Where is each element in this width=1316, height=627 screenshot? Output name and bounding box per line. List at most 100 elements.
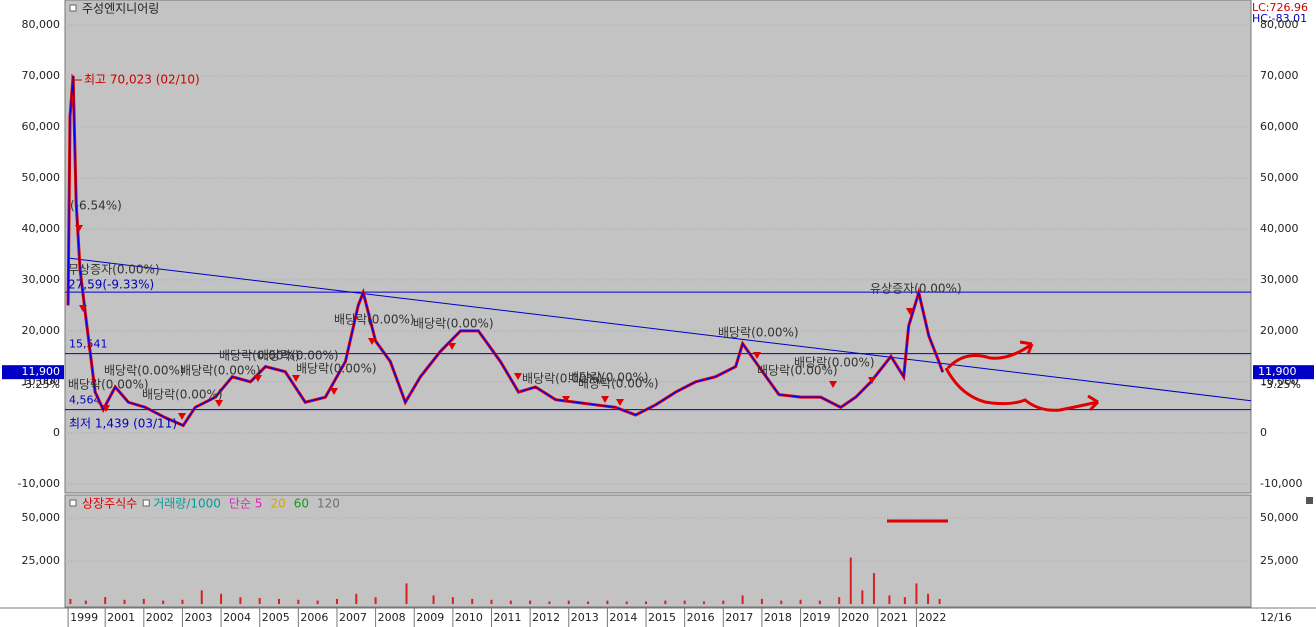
y2-tick-label: 0 bbox=[1260, 426, 1267, 439]
x-tick-label: 2004 bbox=[223, 611, 251, 624]
annotation: 배당락(0.00%) bbox=[757, 364, 838, 378]
annotation: 최저 1,439 (03/11) bbox=[69, 417, 177, 431]
dividend-marker bbox=[448, 343, 456, 350]
dividend-marker bbox=[753, 352, 761, 359]
volume-bar bbox=[123, 599, 126, 605]
annotation: 배당락(0.00%) bbox=[794, 356, 875, 370]
volume-bar bbox=[861, 590, 864, 605]
volume-panel bbox=[64, 494, 1252, 608]
annotation: 배당락(0.00%) bbox=[568, 371, 649, 385]
x-tick-label: 2013 bbox=[571, 611, 599, 624]
annotation: 배당락(0.00%) bbox=[522, 372, 603, 386]
volume-bar bbox=[200, 590, 203, 605]
volume-bar bbox=[645, 601, 648, 605]
volume-bar bbox=[838, 597, 841, 605]
x-tick-label: 2003 bbox=[184, 611, 212, 624]
volume-bar bbox=[548, 601, 551, 605]
dividend-marker bbox=[906, 308, 914, 315]
volume-bar bbox=[799, 599, 802, 605]
x-tick-label: 2014 bbox=[609, 611, 637, 624]
volume-bar bbox=[872, 573, 875, 605]
volume-bar bbox=[780, 600, 783, 605]
panel-close[interactable] bbox=[1306, 497, 1313, 504]
x-tick-label: 2012 bbox=[532, 611, 560, 624]
volume-bar bbox=[625, 601, 628, 605]
y2-tick-label: 25,000 bbox=[1260, 554, 1299, 567]
volume-bar bbox=[938, 598, 941, 605]
volume-bar bbox=[181, 599, 184, 605]
x-tick-label: 2001 bbox=[107, 611, 135, 624]
hand-arrow-up bbox=[946, 340, 1034, 370]
dividend-marker bbox=[254, 375, 262, 382]
panel-icon bbox=[69, 4, 77, 12]
volume-bar bbox=[239, 597, 242, 605]
annotation: 배당락(0.00%) bbox=[718, 326, 799, 340]
annotation: 배당락(0.00%) bbox=[68, 378, 149, 392]
x-tick-label: 2016 bbox=[687, 611, 715, 624]
y-tick-label: -10,000 bbox=[18, 477, 60, 490]
x-tick-label: 2005 bbox=[262, 611, 290, 624]
volume-bar bbox=[258, 598, 261, 605]
last-price-box bbox=[2, 365, 64, 380]
price-panel bbox=[64, 0, 1252, 494]
y-tick-label: 30,000 bbox=[22, 273, 61, 286]
volume-bar bbox=[915, 583, 918, 605]
legend-entry: 20 bbox=[270, 497, 285, 511]
volume-bar bbox=[849, 557, 852, 605]
x-tick-label: 2021 bbox=[880, 611, 908, 624]
volume-bar bbox=[587, 601, 590, 605]
annotation: 배당락(0.00%) bbox=[334, 313, 415, 327]
y-tick-label: 0 bbox=[53, 426, 60, 439]
x-tick-label: 2002 bbox=[146, 611, 174, 624]
volume-bar bbox=[606, 600, 609, 605]
y2-tick-label: 30,000 bbox=[1260, 273, 1299, 286]
x-tick-label: 2018 bbox=[764, 611, 792, 624]
volume-bar bbox=[664, 600, 667, 605]
volume-bar bbox=[405, 583, 408, 605]
dividend-marker bbox=[829, 381, 837, 388]
legend-entry: 거래량/1000 bbox=[153, 497, 221, 511]
annotation: 최고 70,023 (02/10) bbox=[84, 73, 200, 87]
volume-bar bbox=[69, 598, 72, 605]
volume-bar bbox=[927, 593, 930, 605]
volume-bar bbox=[683, 600, 686, 605]
x-tick-label: 2022 bbox=[918, 611, 946, 624]
legend-entry: 60 bbox=[294, 497, 309, 511]
indicator-hc: HC:-83.01 bbox=[1252, 12, 1307, 25]
volume-bar bbox=[567, 600, 570, 605]
hand-arrow-down bbox=[944, 367, 1100, 412]
y2-tick-label: 70,000 bbox=[1260, 69, 1299, 82]
y2-tick-label: -10,000 bbox=[1260, 477, 1302, 490]
legend-entry: 단순 5 bbox=[229, 497, 263, 511]
panel-icon bbox=[142, 499, 150, 507]
y-tick-label: 50,000 bbox=[22, 511, 61, 524]
last-price-change: -3.25% bbox=[21, 378, 60, 391]
x-tick-label: 2017 bbox=[725, 611, 753, 624]
y2-tick-label: 50,000 bbox=[1260, 511, 1299, 524]
chart-title: 주성엔지니어링 bbox=[82, 2, 159, 16]
volume-bar bbox=[702, 601, 705, 605]
annotation: 무상증자(0.00%) bbox=[68, 263, 160, 277]
y2-tick-label: 40,000 bbox=[1260, 222, 1299, 235]
price-line bbox=[67, 75, 944, 427]
volume-bar bbox=[529, 600, 532, 605]
volume-bar bbox=[374, 597, 377, 605]
y2-tick-label: 20,000 bbox=[1260, 324, 1299, 337]
x-tick-label: 2015 bbox=[648, 611, 676, 624]
y-tick-label: 60,000 bbox=[22, 120, 61, 133]
annotation: 27,59(-9.33%) bbox=[68, 278, 154, 292]
x-end-label: 12/16 bbox=[1260, 611, 1292, 624]
volume-bar bbox=[451, 597, 454, 605]
volume-bar bbox=[278, 598, 281, 605]
trend-line bbox=[68, 257, 1252, 402]
annotation: 배당락(0.00%) bbox=[104, 364, 185, 378]
annotation: 배당락(0.00%) bbox=[219, 349, 300, 363]
volume-bar bbox=[142, 598, 145, 605]
support-label: 4,564 bbox=[69, 394, 101, 407]
x-tick-label: 2008 bbox=[378, 611, 406, 624]
panel-icon bbox=[69, 499, 77, 507]
annotation: 배당락(0.00%) bbox=[296, 362, 377, 376]
y-tick-label: 80,000 bbox=[22, 18, 61, 31]
last-price-label: 11,900 bbox=[22, 365, 61, 378]
